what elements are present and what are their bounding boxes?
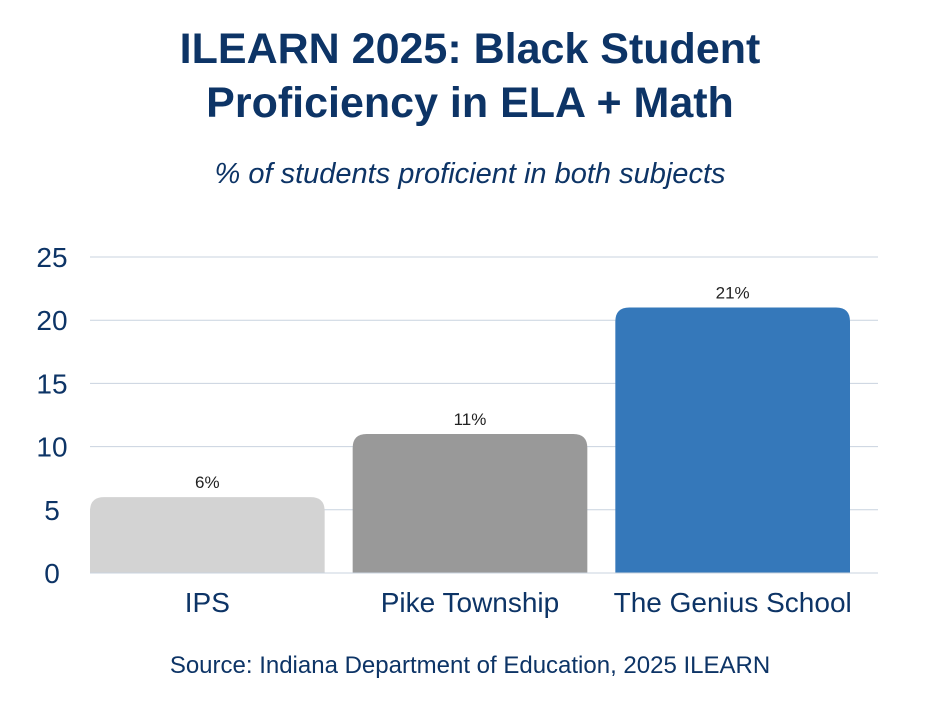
y-tick-label: 0 — [44, 558, 60, 589]
y-tick-label: 5 — [44, 495, 60, 526]
x-tick-label: The Genius School — [614, 587, 852, 618]
data-label: 6% — [195, 473, 220, 492]
bar — [90, 497, 325, 573]
x-tick-label: Pike Township — [381, 587, 559, 618]
bar — [352, 433, 588, 573]
chart-title: ILEARN 2025: Black Student Proficiency i… — [0, 22, 940, 130]
x-tick-label: IPS — [185, 587, 230, 618]
data-label: 11% — [454, 410, 487, 429]
y-tick-label: 15 — [36, 368, 67, 399]
y-tick-label: 20 — [36, 305, 67, 336]
chart-title-line-2: Proficiency in ELA + Math — [206, 79, 734, 127]
chart-source: Source: Indiana Department of Education,… — [169, 652, 771, 679]
chart-title-line-1: ILEARN 2025: Black Student — [179, 25, 761, 73]
chart-subtitle: % of students proficient in both subject… — [214, 158, 726, 190]
data-label: 21% — [716, 284, 750, 303]
y-tick-label: 25 — [36, 242, 67, 273]
bar — [615, 307, 850, 573]
y-tick-label: 10 — [36, 432, 67, 463]
